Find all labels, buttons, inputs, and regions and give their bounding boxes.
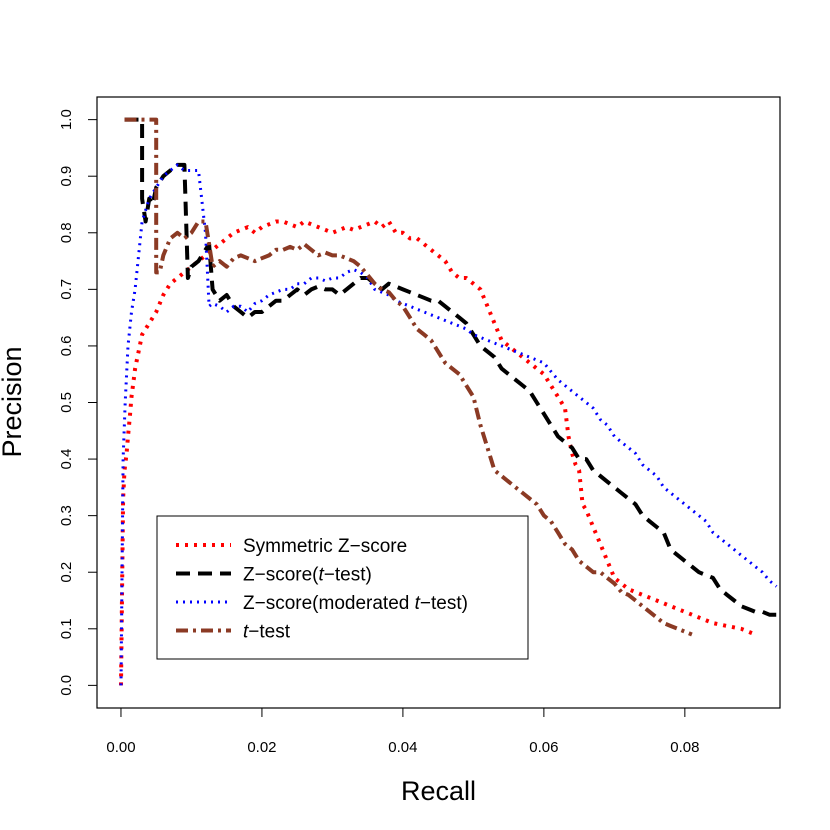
- curves: [119, 117, 780, 686]
- y-tick-label: 1.0: [58, 109, 75, 130]
- y-tick-label: 0.2: [58, 562, 75, 583]
- x-tick-label: 0.04: [388, 739, 417, 756]
- x-tick-label: 0.00: [106, 739, 135, 756]
- x-axis-title: Recall: [401, 776, 476, 806]
- y-tick-label: 0.0: [58, 675, 75, 696]
- series-line-1: [124, 117, 780, 617]
- y-tick-label: 0.3: [58, 505, 75, 526]
- x-tick-label: 0.06: [529, 739, 558, 756]
- series-line-0: [119, 219, 757, 686]
- y-tick-label: 0.8: [58, 222, 75, 243]
- series-line-2: [119, 163, 778, 686]
- y-tick-label: 0.1: [58, 618, 75, 639]
- legend-label-1: Z−score(t−test): [243, 565, 372, 586]
- legend-box: [156, 515, 529, 660]
- y-tick-label: 0.7: [58, 279, 75, 300]
- legend: Symmetric Z−score Z−score(t−test) Z−score(…: [156, 515, 529, 660]
- x-tick-label: 0.02: [247, 739, 276, 756]
- y-axis: 0.0 0.1 0.2 0.3 0.4 0.5 0.6 0.7 0.8 0.9 1.0: [58, 109, 97, 696]
- y-tick-label: 0.5: [58, 392, 75, 413]
- x-axis: 0.00 0.02 0.04 0.06 0.08: [106, 707, 699, 756]
- legend-label-3: t−test: [243, 622, 291, 643]
- y-tick-label: 0.9: [58, 166, 75, 187]
- y-tick-label: 0.6: [58, 335, 75, 356]
- x-tick-label: 0.08: [670, 739, 699, 756]
- y-tick-label: 0.4: [58, 449, 75, 470]
- series-line-3: [124, 117, 693, 637]
- legend-label-2: Z−score(moderated t−test): [243, 593, 468, 614]
- y-axis-title: Precision: [0, 346, 27, 457]
- legend-label-0: Symmetric Z−score: [243, 536, 407, 557]
